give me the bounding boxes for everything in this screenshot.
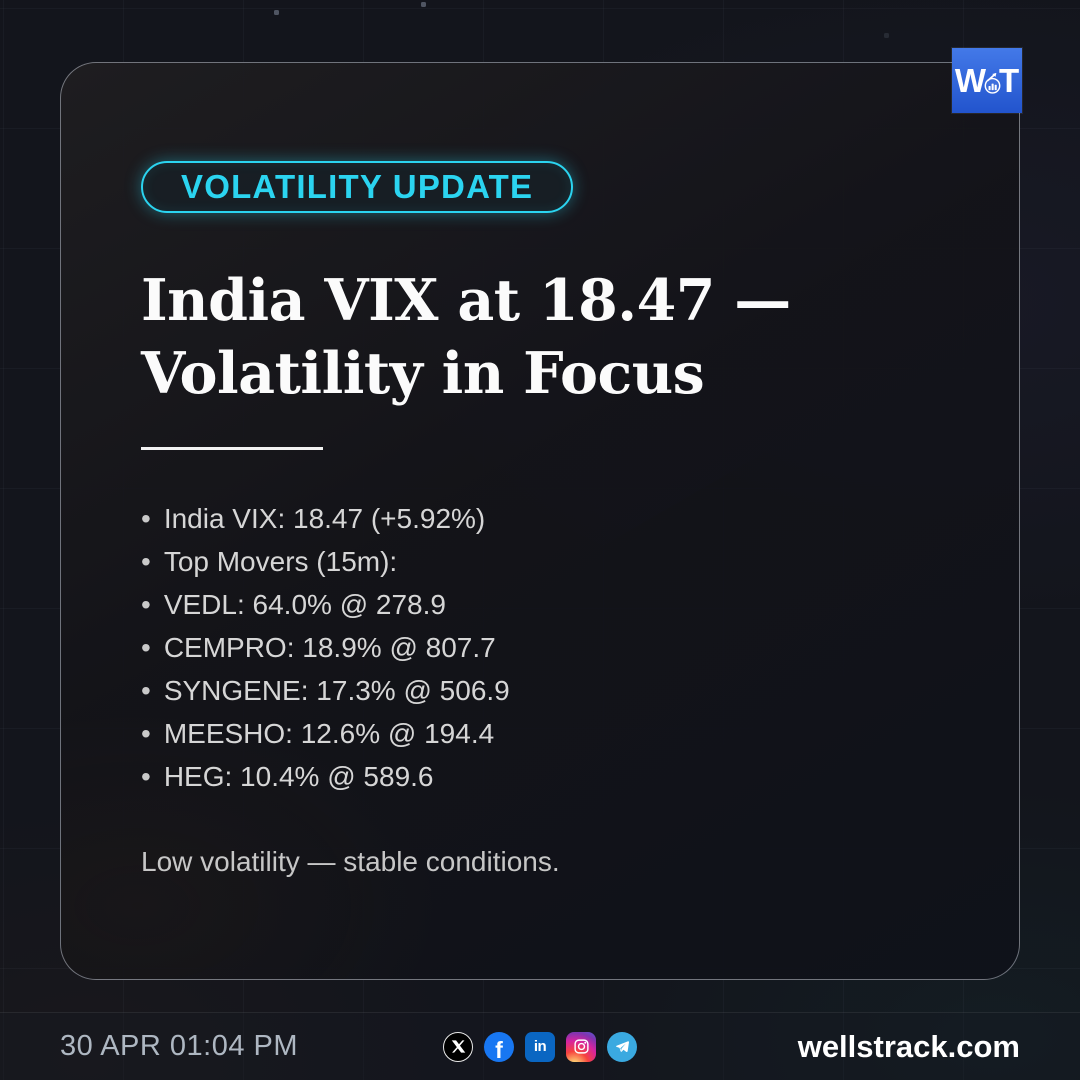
list-item-text: Top Movers (15m): xyxy=(163,546,398,577)
list-item: • SYNGENE: 17.3% @ 506.9 xyxy=(141,669,949,712)
background-dot xyxy=(421,2,426,7)
list-item: • VEDL: 64.0% @ 278.9 xyxy=(141,583,949,626)
brand-logo: W T xyxy=(952,48,1022,113)
bullet-icon: • xyxy=(141,632,151,663)
logo-letter-w: W xyxy=(954,62,986,99)
bullet-icon: • xyxy=(141,761,151,792)
list-item: • Top Movers (15m): xyxy=(141,540,949,583)
social-icons: f in xyxy=(443,1031,637,1062)
list-item-text: SYNGENE: 17.3% @ 506.9 xyxy=(163,675,510,706)
instagram-icon[interactable] xyxy=(566,1031,596,1062)
list-item-text: MEESHO: 12.6% @ 194.4 xyxy=(163,718,495,749)
summary-note: Low volatility — stable conditions. xyxy=(141,846,560,877)
linkedin-icon[interactable]: in xyxy=(525,1031,555,1062)
footer-bar: 30 APR 01:04 PM f in wellstra xyxy=(0,1012,1080,1080)
list-item: • CEMPRO: 18.9% @ 807.7 xyxy=(141,626,949,669)
title-divider xyxy=(141,447,323,450)
bullet-icon: • xyxy=(141,589,151,620)
growth-chart-icon xyxy=(984,73,1001,94)
bullet-icon: • xyxy=(141,503,151,534)
title-line-1: India VIX at 18.47 — xyxy=(141,267,791,334)
list-item: • HEG: 10.4% @ 589.6 xyxy=(141,755,949,798)
list-item-text: India VIX: 18.47 (+5.92%) xyxy=(163,503,486,534)
timestamp: 30 APR 01:04 PM xyxy=(60,1030,299,1062)
telegram-icon[interactable] xyxy=(607,1031,637,1062)
linkedin-in-glyph: in xyxy=(533,1038,547,1055)
logo-letter-t: T xyxy=(998,62,1020,99)
list-item: • India VIX: 18.47 (+5.92%) xyxy=(141,497,949,540)
x-twitter-icon[interactable] xyxy=(443,1031,473,1062)
bullet-list: • India VIX: 18.47 (+5.92%) • Top Movers (… xyxy=(141,497,949,798)
background-dot xyxy=(274,10,279,15)
facebook-icon[interactable]: f xyxy=(484,1031,514,1062)
list-item-text: CEMPRO: 18.9% @ 807.7 xyxy=(163,632,496,663)
bullet-icon: • xyxy=(141,675,151,706)
bullet-icon: • xyxy=(141,546,151,577)
background-dot xyxy=(884,33,889,38)
category-badge-label: VOLATILITY UPDATE xyxy=(181,168,534,205)
post-title: India VIX at 18.47 — Volatility in Focus xyxy=(141,264,949,410)
content-card: VOLATILITY UPDATE India VIX at 18.47 — V… xyxy=(60,62,1020,980)
list-item-text: VEDL: 64.0% @ 278.9 xyxy=(163,589,446,620)
list-item: • MEESHO: 12.6% @ 194.4 xyxy=(141,712,949,755)
title-line-2: Volatility in Focus xyxy=(141,340,705,407)
list-item-text: HEG: 10.4% @ 589.6 xyxy=(163,761,434,792)
website-url: wellstrack.com xyxy=(797,1028,1020,1064)
category-badge: VOLATILITY UPDATE xyxy=(141,161,574,213)
facebook-f-glyph: f xyxy=(495,1036,503,1062)
bullet-icon: • xyxy=(141,718,151,749)
